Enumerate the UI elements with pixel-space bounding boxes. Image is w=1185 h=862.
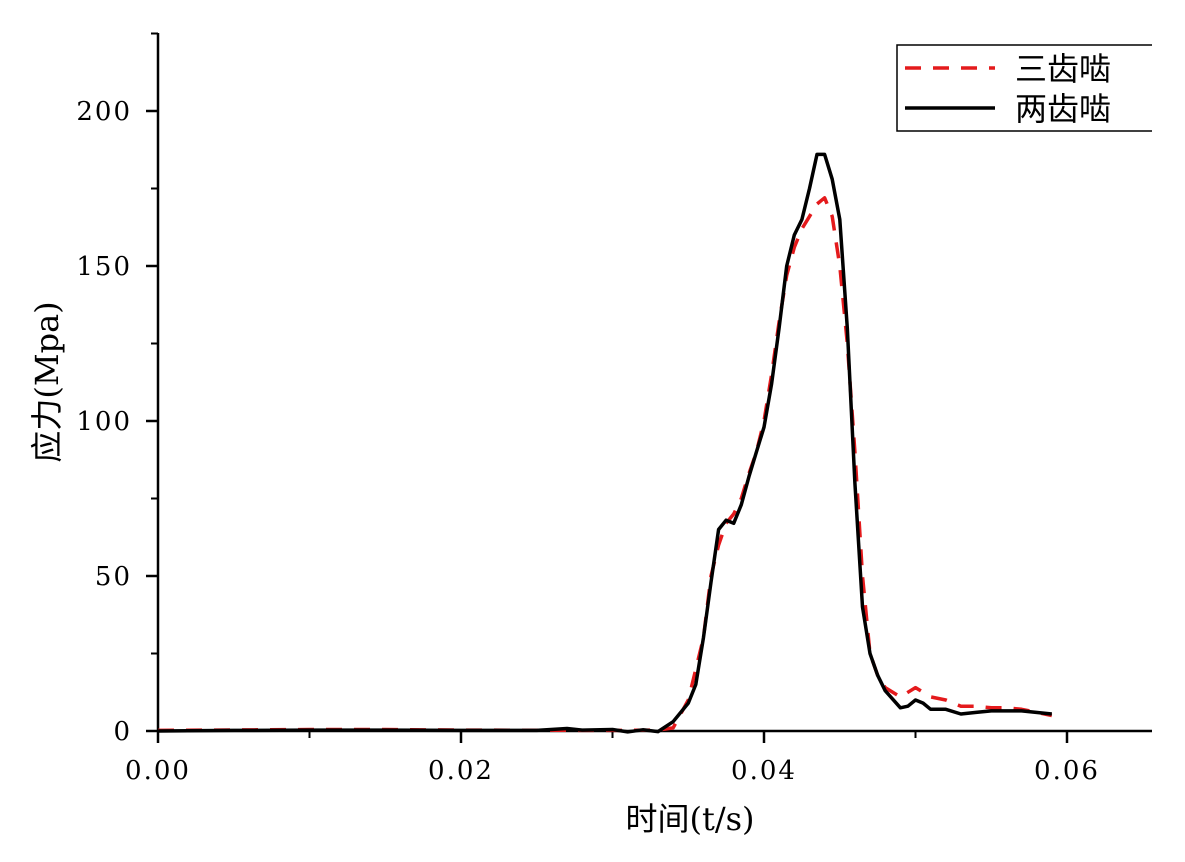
series-line-2 xyxy=(157,152,1052,734)
axes xyxy=(156,33,1152,733)
x-tick-label-0: 0.00 xyxy=(125,756,191,786)
right-clip xyxy=(1152,0,1185,862)
y-tick-label-4: 200 xyxy=(76,97,132,127)
legend-box xyxy=(896,44,1168,132)
x-tick-label-3: 0.06 xyxy=(1034,756,1100,786)
legend-label-series-2: 两齿啮 xyxy=(1015,90,1111,128)
x-axis-title: 时间(t/s) xyxy=(625,800,754,838)
y-tick-label-0: 0 xyxy=(113,717,132,747)
y-tick-label-3: 150 xyxy=(76,252,132,282)
y-axis-title: 应力(Mpa) xyxy=(28,301,66,462)
y-tick-label-1: 50 xyxy=(95,562,132,592)
x-tick-label-2: 0.04 xyxy=(731,756,797,786)
plot-area xyxy=(157,152,1053,734)
x-tick-label-1: 0.02 xyxy=(428,756,494,786)
y-tick-label-2: 100 xyxy=(76,407,132,437)
legend: 三齿啮 两齿啮 xyxy=(896,44,1168,132)
ticks: 0.00 0.02 0.04 0.06 0 50 100 150 200 xyxy=(76,32,1100,786)
legend-label-series-1: 三齿啮 xyxy=(1015,50,1111,88)
series-line-1 xyxy=(157,196,1053,733)
